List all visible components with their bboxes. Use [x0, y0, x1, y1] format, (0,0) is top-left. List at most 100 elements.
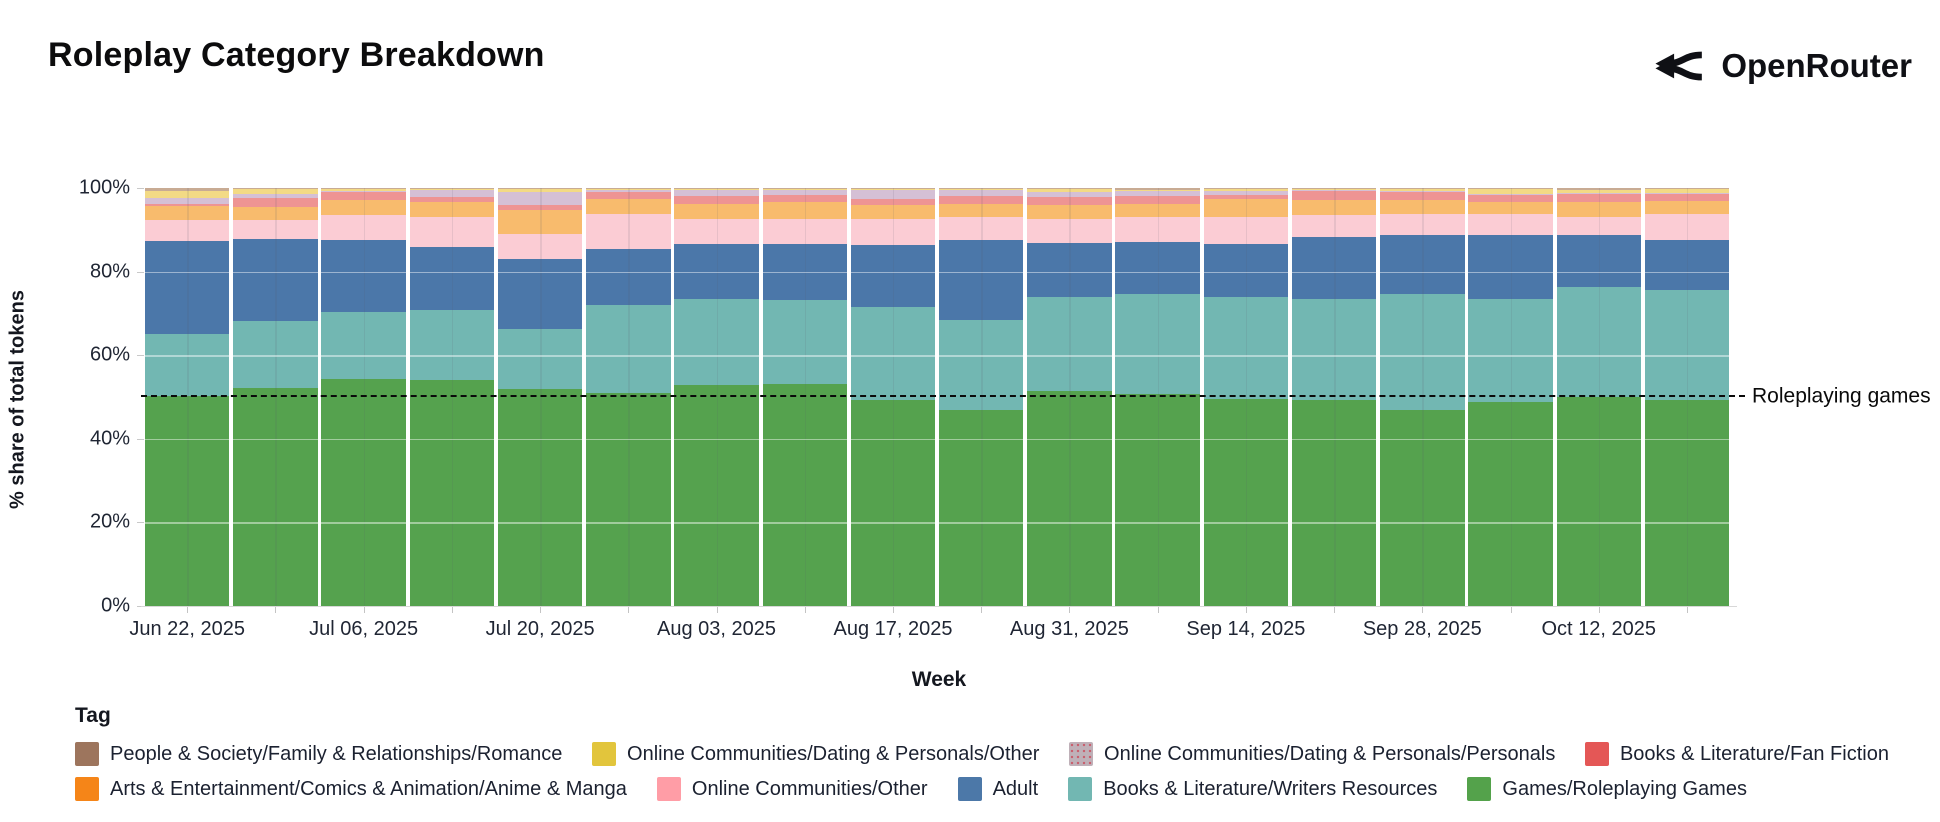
- segment[interactable]: [145, 333, 230, 396]
- segment[interactable]: [1380, 213, 1465, 235]
- legend-item[interactable]: Online Communities/Dating & Personals/Pe…: [1069, 742, 1555, 766]
- segment[interactable]: [1556, 201, 1641, 217]
- segment[interactable]: [497, 259, 583, 329]
- legend-item[interactable]: People & Society/Family & Relationships/…: [75, 742, 562, 766]
- segment[interactable]: [497, 328, 583, 390]
- segment[interactable]: [1468, 213, 1553, 235]
- segment[interactable]: [674, 299, 759, 386]
- bar-week-oct-19-2025[interactable]: [1644, 188, 1730, 606]
- segment[interactable]: [145, 191, 230, 199]
- segment[interactable]: [233, 320, 318, 388]
- segment[interactable]: [321, 200, 406, 216]
- segment[interactable]: [939, 410, 1024, 606]
- bar-week-sep-28-2025[interactable]: [1380, 188, 1465, 606]
- segment[interactable]: [1468, 188, 1553, 189]
- segment[interactable]: [409, 246, 495, 311]
- segment[interactable]: [321, 192, 406, 201]
- segment[interactable]: [1556, 193, 1641, 194]
- segment[interactable]: [1556, 216, 1641, 235]
- segment[interactable]: [1115, 190, 1200, 196]
- segment[interactable]: [1380, 188, 1465, 189]
- segment[interactable]: [586, 249, 671, 306]
- segment[interactable]: [1115, 294, 1200, 395]
- segment[interactable]: [1115, 195, 1200, 204]
- segment[interactable]: [1556, 188, 1641, 190]
- segment[interactable]: [762, 188, 847, 191]
- segment[interactable]: [1115, 203, 1200, 217]
- segment[interactable]: [1380, 294, 1465, 411]
- brand[interactable]: OpenRouter: [1649, 40, 1912, 92]
- segment[interactable]: [939, 203, 1024, 217]
- segment[interactable]: [939, 190, 1024, 196]
- bar-week-aug-24-2025[interactable]: [939, 188, 1024, 606]
- segment[interactable]: [1203, 191, 1289, 196]
- bar-week-sep-21-2025[interactable]: [1291, 188, 1377, 606]
- bar-week-jul-27-2025[interactable]: [586, 188, 671, 606]
- segment[interactable]: [939, 188, 1024, 191]
- segment[interactable]: [850, 205, 936, 219]
- segment[interactable]: [674, 385, 759, 606]
- segment[interactable]: [1027, 205, 1112, 219]
- segment[interactable]: [762, 244, 847, 301]
- bar-week-jul-06-2025[interactable]: [321, 188, 406, 606]
- segment[interactable]: [497, 192, 583, 206]
- segment[interactable]: [1203, 398, 1289, 606]
- segment[interactable]: [1291, 399, 1377, 606]
- segment[interactable]: [1556, 193, 1641, 202]
- segment[interactable]: [586, 190, 671, 193]
- segment[interactable]: [850, 399, 936, 606]
- segment[interactable]: [762, 218, 847, 245]
- segment[interactable]: [409, 188, 495, 191]
- segment[interactable]: [1468, 299, 1553, 403]
- segment[interactable]: [321, 191, 406, 193]
- legend-item[interactable]: Online Communities/Dating & Personals/Ot…: [592, 742, 1039, 766]
- bar-week-sep-07-2025[interactable]: [1115, 188, 1200, 606]
- segment[interactable]: [409, 216, 495, 247]
- bar-week-aug-31-2025[interactable]: [1027, 188, 1112, 606]
- segment[interactable]: [939, 195, 1024, 204]
- segment[interactable]: [321, 379, 406, 606]
- segment[interactable]: [233, 193, 318, 199]
- segment[interactable]: [674, 188, 759, 190]
- segment[interactable]: [1203, 297, 1289, 399]
- segment[interactable]: [1468, 201, 1553, 214]
- segment[interactable]: [1644, 399, 1730, 606]
- segment[interactable]: [850, 218, 936, 245]
- segment[interactable]: [939, 239, 1024, 321]
- bar-week-jun-29-2025[interactable]: [233, 188, 318, 606]
- segment[interactable]: [674, 244, 759, 300]
- segment[interactable]: [1644, 188, 1730, 194]
- segment[interactable]: [497, 234, 583, 260]
- segment[interactable]: [409, 310, 495, 381]
- segment[interactable]: [762, 300, 847, 385]
- segment[interactable]: [233, 206, 318, 221]
- segment[interactable]: [1291, 236, 1377, 300]
- segment[interactable]: [674, 203, 759, 219]
- segment[interactable]: [850, 198, 936, 206]
- segment[interactable]: [586, 213, 671, 250]
- segment[interactable]: [1203, 198, 1289, 217]
- segment[interactable]: [145, 206, 230, 221]
- segment[interactable]: [1203, 195, 1289, 199]
- segment[interactable]: [1203, 244, 1289, 298]
- segment[interactable]: [1380, 200, 1465, 214]
- segment[interactable]: [1291, 190, 1377, 201]
- segment[interactable]: [1468, 234, 1553, 300]
- segment[interactable]: [409, 380, 495, 606]
- segment[interactable]: [1203, 188, 1289, 189]
- segment[interactable]: [1644, 290, 1730, 400]
- bar-week-aug-03-2025[interactable]: [674, 188, 759, 606]
- segment[interactable]: [1203, 216, 1289, 245]
- segment[interactable]: [1027, 197, 1112, 206]
- segment[interactable]: [1468, 195, 1553, 202]
- segment[interactable]: [762, 195, 847, 203]
- segment[interactable]: [674, 189, 759, 196]
- segment[interactable]: [145, 220, 230, 242]
- segment[interactable]: [233, 387, 318, 606]
- segment[interactable]: [1027, 297, 1112, 391]
- legend-item[interactable]: Arts & Entertainment/Comics & Animation/…: [75, 777, 627, 801]
- bar-week-jun-22-2025[interactable]: [145, 188, 230, 606]
- segment[interactable]: [321, 239, 406, 313]
- bar-week-jul-13-2025[interactable]: [409, 188, 495, 606]
- bar-week-oct-05-2025[interactable]: [1468, 188, 1553, 606]
